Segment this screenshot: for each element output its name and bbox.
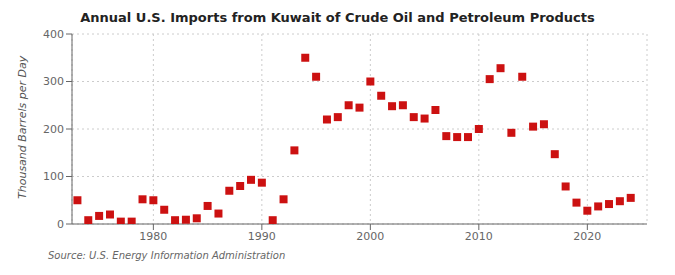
svg-text:400: 400 [43, 28, 64, 41]
svg-text:2010: 2010 [465, 230, 493, 243]
svg-text:0: 0 [57, 218, 64, 231]
svg-text:100: 100 [43, 170, 64, 183]
html-text:Source: U.S. Energy Informatio: Source: U.S. Energy Information Administ… [48, 250, 286, 261]
svg-text:2000: 2000 [356, 230, 384, 243]
svg-text:1990: 1990 [248, 230, 276, 243]
svg-text:1980: 1980 [139, 230, 167, 243]
svg-text:200: 200 [43, 123, 64, 136]
svg-text:Thousand Barrels per Day: Thousand Barrels per Day [16, 55, 29, 199]
svg-text:2020: 2020 [573, 230, 601, 243]
html-text:Annual U.S. Imports from Kuwai: Annual U.S. Imports from Kuwait of Crude… [80, 10, 595, 25]
svg-text:300: 300 [43, 75, 64, 88]
